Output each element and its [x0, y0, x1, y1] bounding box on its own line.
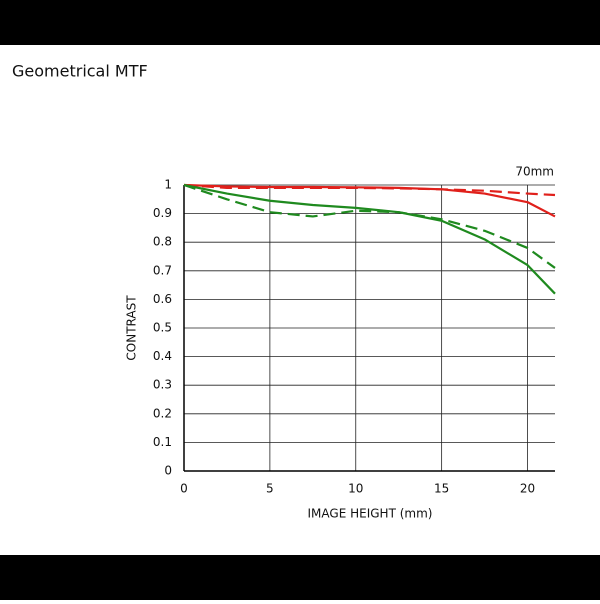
y-tick-label: 0.2: [153, 406, 172, 420]
x-axis-label: IMAGE HEIGHT (mm): [308, 507, 433, 521]
y-tick-label: 1: [164, 178, 172, 192]
y-tick-label: 0.5: [153, 321, 172, 335]
x-tick-label: 20: [520, 482, 535, 496]
mtf-line: [183, 183, 556, 295]
top-bar: [0, 0, 600, 45]
annotation: 70mm: [515, 165, 554, 179]
x-tick-label: 5: [266, 482, 274, 496]
bottom-bar: [0, 555, 600, 600]
mtf-line: [183, 183, 556, 197]
x-tick-label: 15: [434, 482, 449, 496]
y-tick-label: 0: [164, 464, 172, 478]
y-tick-label: 0.8: [153, 235, 172, 249]
x-tick-label: 0: [180, 482, 188, 496]
mtf-line: [183, 183, 556, 269]
y-tick-label: 0.3: [153, 378, 172, 392]
chart-title: Geometrical MTF: [12, 62, 148, 81]
y-axis-label: CONTRAST: [125, 295, 139, 361]
mtf-line: [183, 183, 556, 218]
y-tick-label: 0.6: [153, 292, 172, 306]
y-tick-label: 0.4: [153, 349, 172, 363]
x-tick-label: 10: [348, 482, 363, 496]
y-tick-label: 0.1: [153, 435, 172, 449]
y-tick-label: 0.9: [153, 206, 172, 220]
y-tick-label: 0.7: [153, 263, 172, 277]
